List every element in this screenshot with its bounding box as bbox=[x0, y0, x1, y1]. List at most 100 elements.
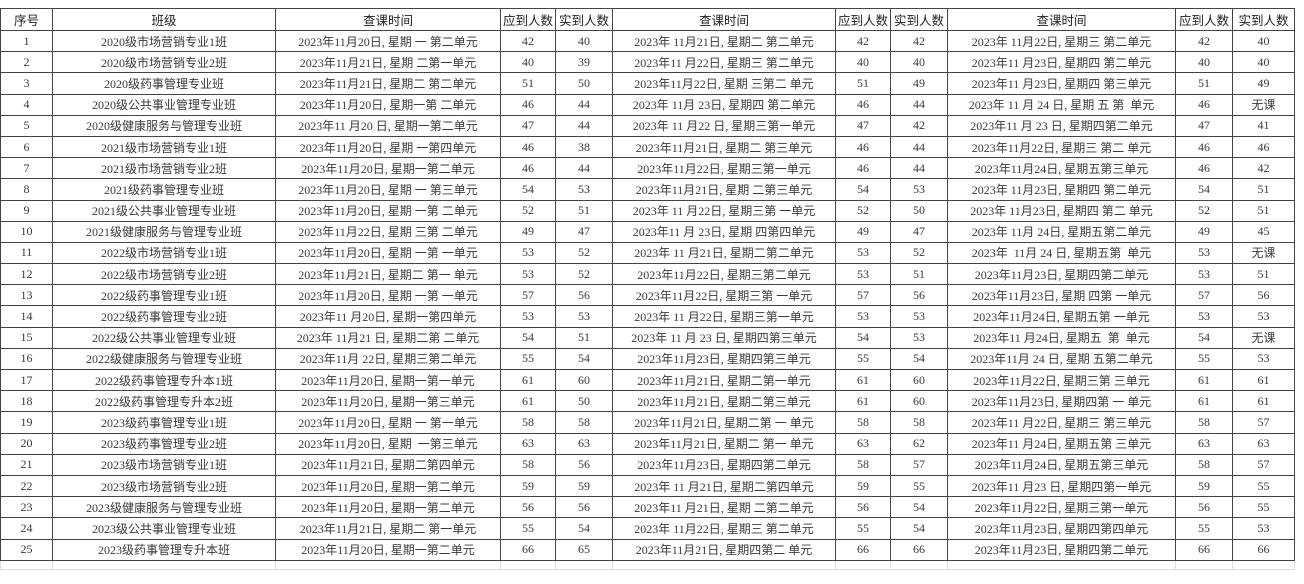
cell-class-name[interactable]: 2022级药事管理专升本1班 bbox=[52, 368, 276, 392]
cell-check-time-1[interactable]: 2023年11月20日, 星期一第二单元 bbox=[275, 157, 501, 180]
cell-check-time-3[interactable]: 2023年11月23日, 星期四第 一 单元 bbox=[947, 390, 1177, 413]
cell-present-2[interactable]: 42 bbox=[890, 29, 949, 53]
cell-expected-1[interactable]: 53 bbox=[499, 305, 557, 328]
cell-check-time-1[interactable]: 2023年11月21日, 星期二 第一单元 bbox=[275, 517, 501, 540]
cell-present-3[interactable]: 51 bbox=[1232, 263, 1296, 286]
cell-expected-2[interactable]: 53 bbox=[835, 241, 892, 265]
cell-expected-3[interactable]: 61 bbox=[1175, 390, 1234, 413]
cell-present-2[interactable]: 40 bbox=[890, 51, 949, 74]
cell-present-3[interactable]: 56 bbox=[1232, 284, 1296, 307]
cell-index[interactable]: 11 bbox=[0, 241, 53, 265]
cell-check-time-3[interactable]: 2023年11月24日, 星期五第三单元 bbox=[947, 453, 1177, 476]
cell-index[interactable]: 22 bbox=[0, 474, 53, 498]
cell-expected-3[interactable]: 40 bbox=[1175, 51, 1234, 74]
cell-present-3[interactable]: 61 bbox=[1232, 390, 1296, 413]
cell-present-3[interactable]: 57 bbox=[1232, 453, 1296, 476]
cell-check-time-2[interactable]: 2023年11月23日, 星期四第三单元 bbox=[612, 347, 837, 371]
cell-check-time-3[interactable]: 2023年11月24日, 星期五第三单元 bbox=[947, 157, 1177, 180]
cell-present-1[interactable]: 52 bbox=[555, 241, 614, 265]
cell-expected-2[interactable]: 59 bbox=[835, 474, 892, 498]
cell-expected-2[interactable]: 42 bbox=[835, 29, 892, 53]
cell-check-time-2[interactable]: 2023年11月21日, 星期四第二 单元 bbox=[612, 538, 837, 561]
cell-check-time-1[interactable]: 2023年11月20日, 星期一第一单元 bbox=[275, 368, 501, 392]
cell-present-2[interactable]: 58 bbox=[890, 411, 949, 434]
empty-cell[interactable] bbox=[52, 559, 276, 570]
cell-class-name[interactable]: 2020级市场营销专业2班 bbox=[52, 51, 276, 74]
cell-check-time-1[interactable]: 2023年11月20日, 星期 一 第一单元 bbox=[275, 411, 501, 434]
cell-class-name[interactable]: 2023级健康服务与管理专业班 bbox=[52, 496, 276, 519]
cell-expected-3[interactable]: 55 bbox=[1175, 347, 1234, 371]
cell-present-2[interactable]: 54 bbox=[890, 347, 949, 371]
empty-cell[interactable] bbox=[555, 559, 614, 570]
cell-expected-3[interactable]: 54 bbox=[1175, 326, 1234, 349]
cell-check-time-3[interactable]: 2023年 11月 24日, 星期五第二单元 bbox=[947, 220, 1177, 243]
cell-index[interactable]: 4 bbox=[0, 93, 53, 116]
cell-expected-3[interactable]: 54 bbox=[1175, 178, 1234, 201]
cell-present-3[interactable]: 55 bbox=[1232, 474, 1296, 498]
cell-class-name[interactable]: 2023级市场营销专业2班 bbox=[52, 474, 276, 498]
cell-check-time-2[interactable]: 2023年 11 月21日, 星期二第四单元 bbox=[612, 474, 837, 498]
cell-present-1[interactable]: 56 bbox=[555, 453, 614, 476]
cell-index[interactable]: 17 bbox=[0, 368, 53, 392]
cell-present-1[interactable]: 40 bbox=[555, 29, 614, 53]
cell-present-3[interactable]: 无课 bbox=[1232, 241, 1296, 265]
cell-check-time-3[interactable]: 2023年 11月 24 日, 星期五第 单元 bbox=[947, 241, 1177, 265]
cell-index[interactable]: 10 bbox=[0, 220, 53, 243]
cell-present-1[interactable]: 44 bbox=[555, 114, 614, 137]
cell-class-name[interactable]: 2020级市场营销专业1班 bbox=[52, 29, 276, 53]
cell-index[interactable]: 8 bbox=[0, 178, 53, 201]
empty-cell[interactable] bbox=[499, 559, 557, 570]
cell-check-time-2[interactable]: 2023年11月22日, 星期三第 一单元 bbox=[612, 284, 837, 307]
header-present-2[interactable]: 实到人数 bbox=[890, 8, 949, 31]
cell-present-3[interactable]: 51 bbox=[1232, 178, 1296, 201]
cell-expected-1[interactable]: 54 bbox=[499, 326, 557, 349]
empty-cell[interactable] bbox=[1232, 559, 1296, 570]
cell-class-name[interactable]: 2021级市场营销专业2班 bbox=[52, 157, 276, 180]
cell-expected-3[interactable]: 46 bbox=[1175, 93, 1234, 116]
cell-present-2[interactable]: 52 bbox=[890, 241, 949, 265]
cell-expected-3[interactable]: 55 bbox=[1175, 517, 1234, 540]
cell-check-time-2[interactable]: 2023年 11月22日, 星期三 第二单元 bbox=[612, 517, 837, 540]
cell-index[interactable]: 6 bbox=[0, 135, 53, 159]
cell-present-3[interactable]: 51 bbox=[1232, 199, 1296, 222]
cell-present-3[interactable]: 46 bbox=[1232, 135, 1296, 159]
cell-present-3[interactable]: 49 bbox=[1232, 72, 1296, 95]
cell-present-3[interactable]: 53 bbox=[1232, 347, 1296, 371]
cell-check-time-2[interactable]: 2023年 11 月22日, 星期三第一单元 bbox=[612, 305, 837, 328]
cell-index[interactable]: 1 bbox=[0, 29, 53, 53]
cell-expected-2[interactable]: 54 bbox=[835, 178, 892, 201]
cell-index[interactable]: 20 bbox=[0, 432, 53, 455]
cell-class-name[interactable]: 2022级药事管理专业2班 bbox=[52, 305, 276, 328]
cell-expected-2[interactable]: 61 bbox=[835, 368, 892, 392]
cell-expected-1[interactable]: 54 bbox=[499, 178, 557, 201]
cell-present-2[interactable]: 60 bbox=[890, 368, 949, 392]
cell-present-1[interactable]: 60 bbox=[555, 368, 614, 392]
cell-check-time-1[interactable]: 2023年11月20日, 星期 一 第二单元 bbox=[275, 29, 501, 53]
cell-check-time-3[interactable]: 2023年11 月23日, 星期四 第三单元 bbox=[947, 72, 1177, 95]
cell-present-2[interactable]: 49 bbox=[890, 72, 949, 95]
cell-expected-1[interactable]: 63 bbox=[499, 432, 557, 455]
cell-check-time-1[interactable]: 2023年11月20日, 星期一第二单元 bbox=[275, 474, 501, 498]
header-check-time-1[interactable]: 查课时间 bbox=[275, 8, 501, 31]
cell-check-time-1[interactable]: 2023年11月21日, 星期二 第二单元 bbox=[275, 72, 501, 95]
header-expected-1[interactable]: 应到人数 bbox=[499, 8, 557, 31]
cell-check-time-3[interactable]: 2023年11 月23 日, 星期四第一单元 bbox=[947, 474, 1177, 498]
header-expected-2[interactable]: 应到人数 bbox=[835, 8, 892, 31]
cell-check-time-2[interactable]: 2023年11月21日, 星期二第一单元 bbox=[612, 368, 837, 392]
cell-expected-3[interactable]: 46 bbox=[1175, 135, 1234, 159]
cell-check-time-3[interactable]: 2023年11月22日, 星期三第 三单元 bbox=[947, 368, 1177, 392]
cell-check-time-3[interactable]: 2023年11月23日, 星期四第四单元 bbox=[947, 517, 1177, 540]
cell-present-1[interactable]: 54 bbox=[555, 517, 614, 540]
cell-check-time-2[interactable]: 2023年11 月22日, 星期三 第二单元 bbox=[612, 51, 837, 74]
cell-check-time-1[interactable]: 2023年11月20日, 星期 一 第三单元 bbox=[275, 178, 501, 201]
cell-class-name[interactable]: 2022级药事管理专升本2班 bbox=[52, 390, 276, 413]
cell-present-1[interactable]: 54 bbox=[555, 347, 614, 371]
cell-class-name[interactable]: 2021级公共事业管理专业班 bbox=[52, 199, 276, 222]
cell-expected-2[interactable]: 57 bbox=[835, 284, 892, 307]
cell-expected-3[interactable]: 51 bbox=[1175, 72, 1234, 95]
cell-present-2[interactable]: 44 bbox=[890, 157, 949, 180]
cell-present-2[interactable]: 56 bbox=[890, 284, 949, 307]
empty-cell[interactable] bbox=[835, 559, 892, 570]
cell-expected-2[interactable]: 49 bbox=[835, 220, 892, 243]
cell-expected-3[interactable]: 56 bbox=[1175, 496, 1234, 519]
